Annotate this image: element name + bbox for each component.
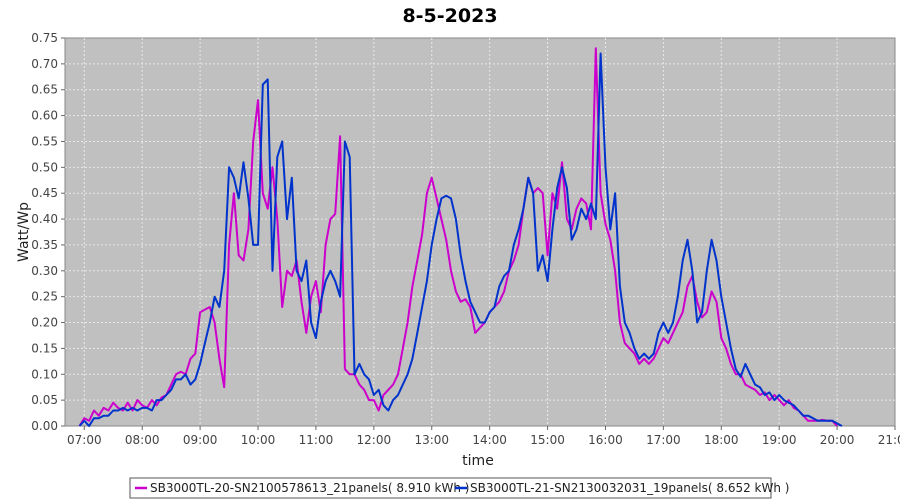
x-tick-label: 15:00 — [530, 433, 565, 447]
x-tick-label: 21:00 — [878, 433, 900, 447]
legend-label-1: SB3000TL-20-SN2100578613_21panels( 8.910… — [150, 481, 469, 495]
x-axis-ticks: 07:00 08:00 09:00 10:00 11:00 12:00 13:00 14:00… — [67, 426, 900, 447]
x-axis-label: time — [462, 453, 494, 469]
y-tick-label: 0.70 — [31, 57, 58, 71]
chart-title: 8-5-2023 — [402, 5, 497, 27]
y-tick-label: 0.50 — [31, 160, 58, 174]
x-tick-label: 07:00 — [67, 433, 102, 447]
legend-box — [129, 477, 772, 499]
series-layer — [78, 47, 843, 427]
y-tick-label: 0.35 — [31, 238, 58, 252]
y-tick-label: 0.75 — [31, 31, 58, 45]
y-tick-label: 0.45 — [31, 186, 58, 200]
x-tick-label: 17:00 — [646, 433, 681, 447]
x-tick-label: 08:00 — [125, 433, 160, 447]
x-tick-label: 18:00 — [704, 433, 739, 447]
y-tick-label: 0.00 — [31, 419, 58, 433]
x-tick-label: 16:00 — [588, 433, 623, 447]
x-tick-label: 13:00 — [414, 433, 449, 447]
y-tick-label: 0.40 — [31, 212, 58, 226]
x-tick-label: 19:00 — [762, 433, 797, 447]
y-tick-label: 0.20 — [31, 316, 58, 330]
y-tick-label: 0.10 — [31, 367, 58, 381]
y-tick-label: 0.60 — [31, 109, 58, 123]
legend-label-2: SB3000TL-21-SN2130032031_19panels( 8.652… — [470, 481, 789, 495]
plot-area — [64, 37, 896, 427]
y-axis-ticks: 0.00 0.05 0.10 0.15 0.20 0.25 0.30 0.35 0.40 0.45… — [31, 31, 65, 433]
y-tick-label: 0.55 — [31, 134, 58, 148]
x-tick-label: 11:00 — [299, 433, 334, 447]
y-tick-label: 0.15 — [31, 341, 58, 355]
series-line-2 — [78, 52, 843, 427]
legend-item-1: SB3000TL-20-SN2100578613_21panels( 8.910… — [135, 481, 469, 495]
y-tick-label: 0.05 — [31, 393, 58, 407]
legend-item-2: SB3000TL-21-SN2130032031_19panels( 8.652… — [455, 481, 789, 495]
y-tick-label: 0.25 — [31, 290, 58, 304]
series-line-1 — [78, 47, 838, 427]
x-tick-label: 14:00 — [472, 433, 507, 447]
y-tick-label: 0.30 — [31, 264, 58, 278]
y-axis-label: Watt/Wp — [16, 202, 32, 262]
x-tick-label: 12:00 — [357, 433, 392, 447]
y-tick-label: 0.65 — [31, 83, 58, 97]
x-tick-label: 10:00 — [241, 433, 276, 447]
x-tick-label: 20:00 — [820, 433, 855, 447]
x-tick-label: 09:00 — [183, 433, 218, 447]
